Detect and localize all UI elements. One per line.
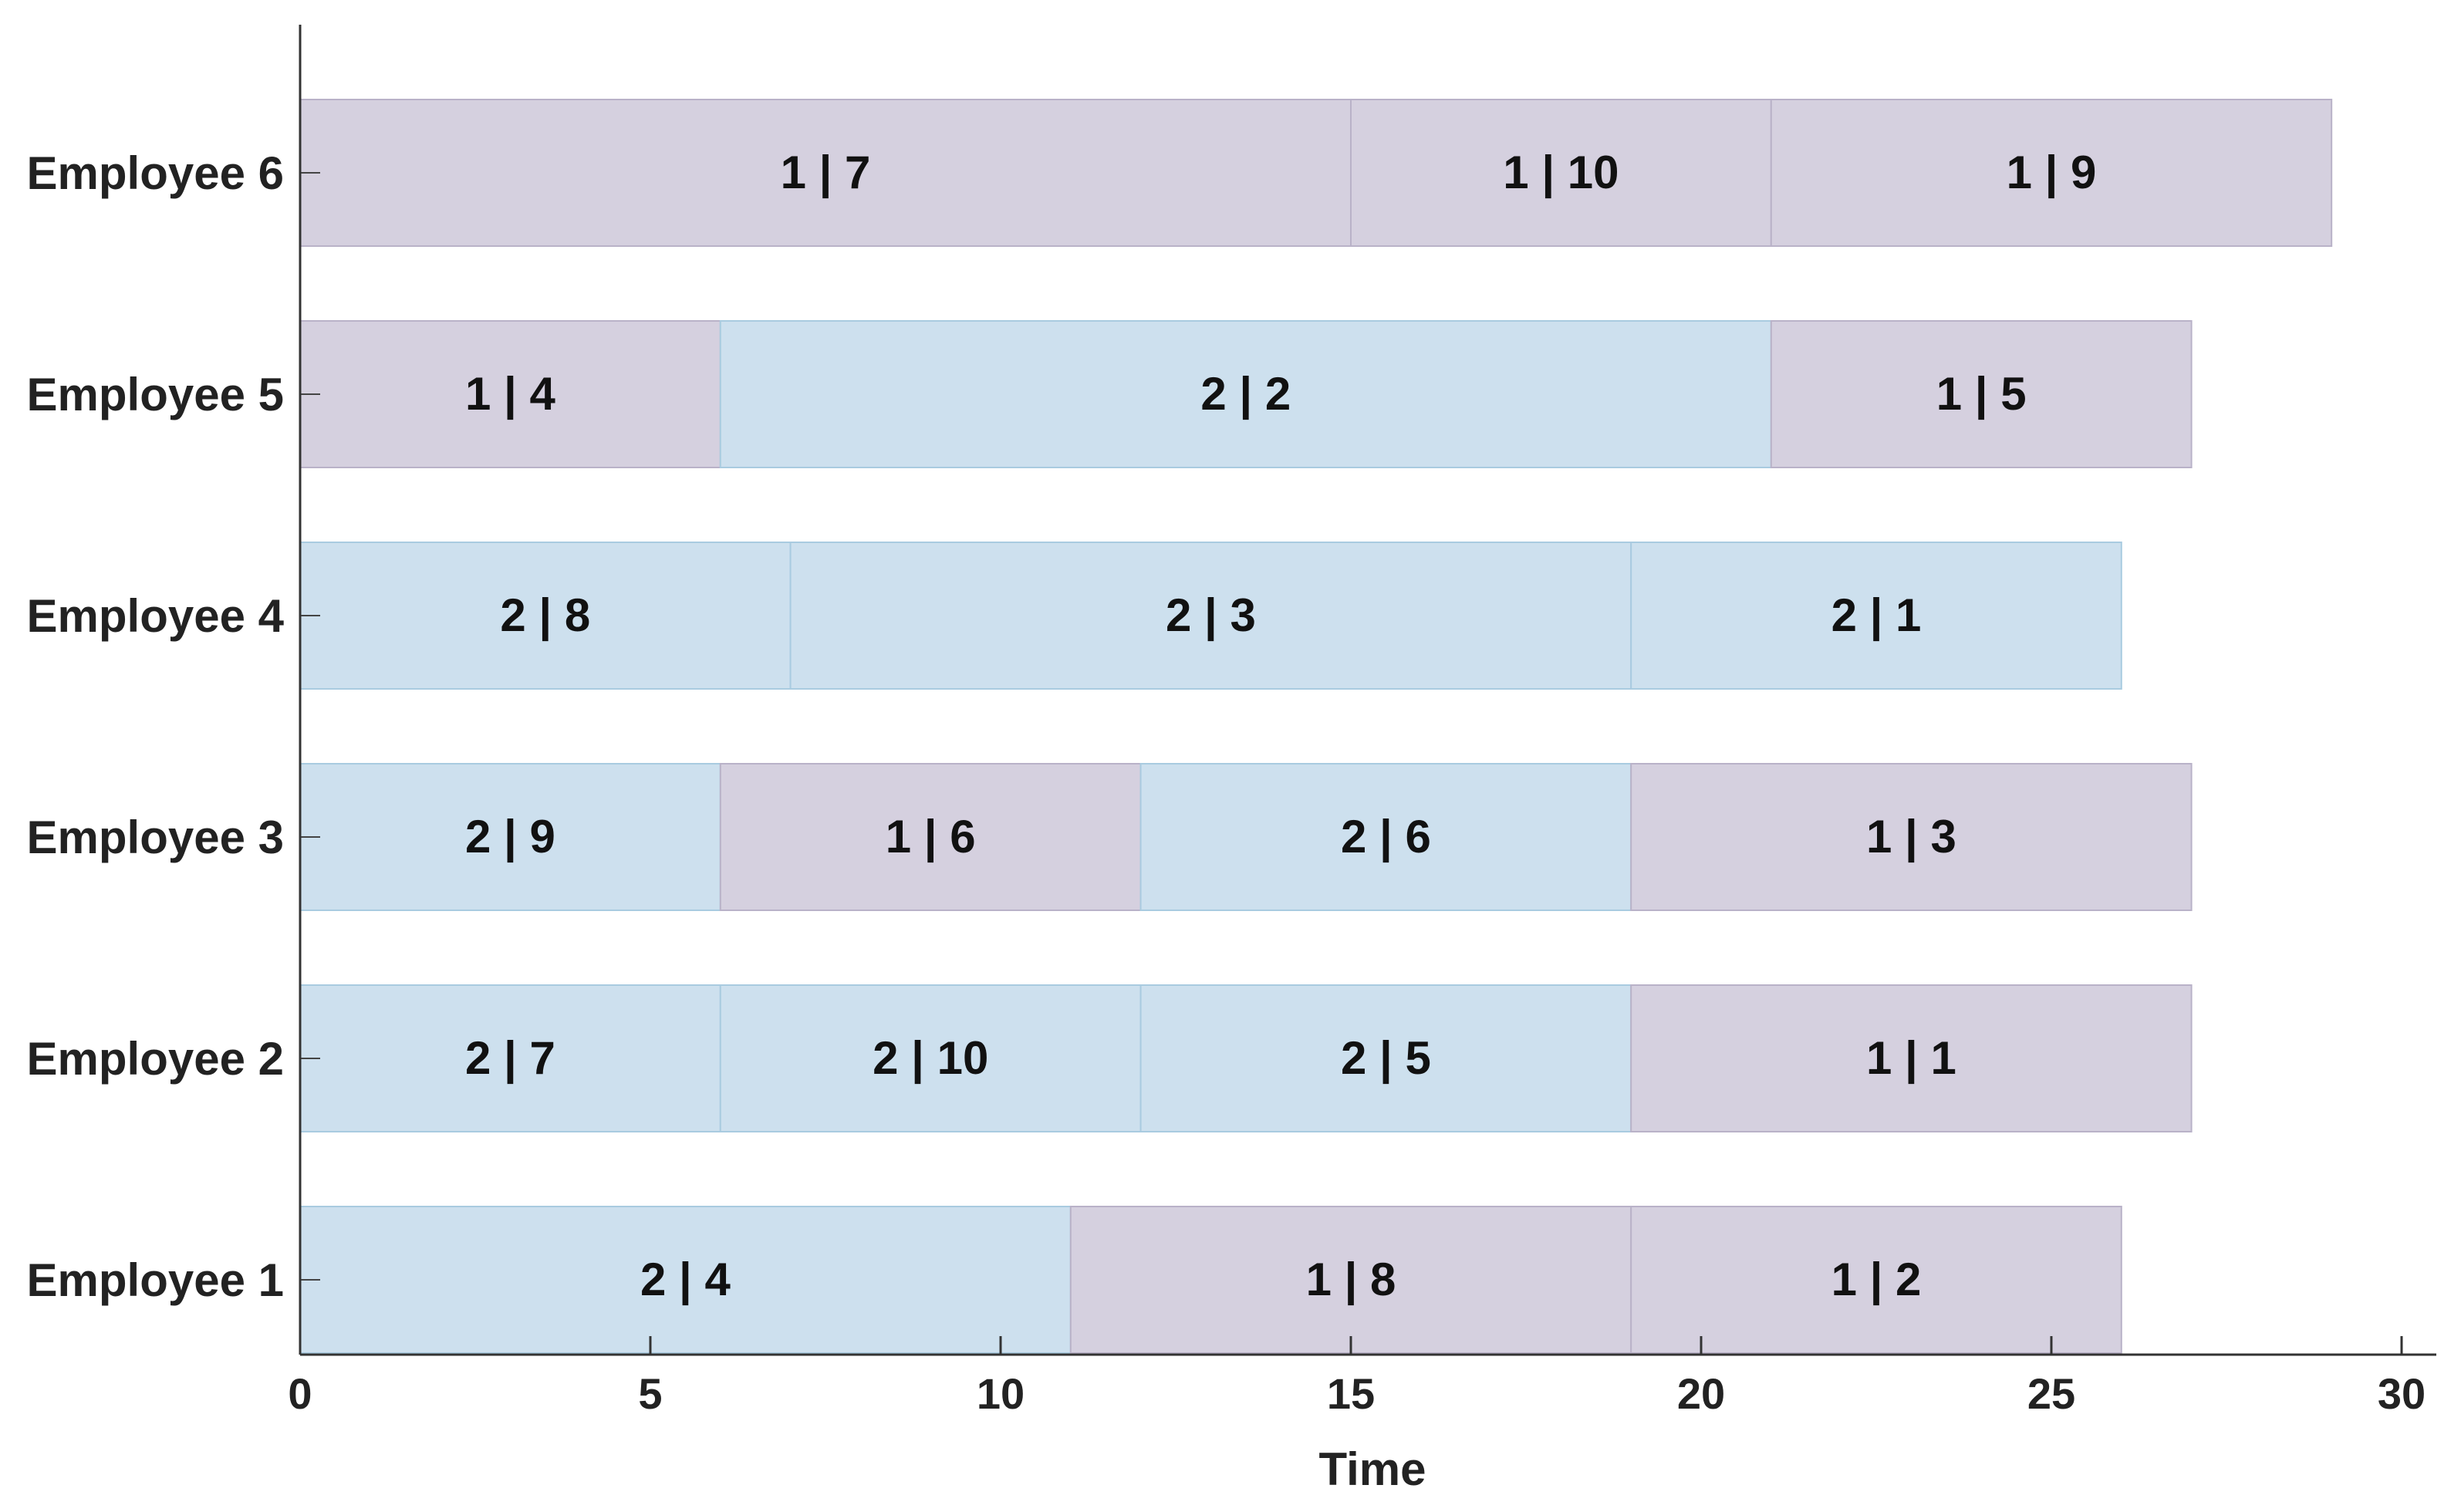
bar-label-employee-5-task-3: 1 | 5 — [1936, 368, 2027, 420]
bar-employee-5-task-2 — [719, 320, 1772, 468]
bar-labels-layer: 2 | 4 1 | 8 1 | 2 2 | 7 2 | 10 2 | 5 1 | 1 2 | … — [465, 147, 2096, 1306]
bar-employee-1-task-3 — [1630, 1206, 2122, 1354]
bar-label-employee-4-task-1: 2 | 8 — [500, 589, 590, 642]
x-tick-label-30: 30 — [2378, 1369, 2426, 1418]
y-tick-label-employee-6: Employee 6 — [27, 147, 285, 199]
bars-layer — [299, 99, 2333, 1354]
bar-label-employee-2-task-2: 2 | 10 — [873, 1032, 988, 1085]
bar-employee-2-task-4 — [1630, 984, 2193, 1132]
bar-label-employee-4-task-2: 2 | 3 — [1166, 589, 1256, 642]
x-tick-label-25: 25 — [2027, 1369, 2075, 1418]
bar-label-employee-1-task-3: 1 | 2 — [1831, 1254, 1922, 1306]
bar-employee-1-task-1 — [299, 1206, 1072, 1354]
bar-label-employee-2-task-3: 2 | 5 — [1341, 1032, 1431, 1085]
bar-employee-4-task-2 — [789, 542, 1632, 690]
bar-employee-3-task-3 — [1139, 763, 1632, 911]
bar-employee-2-task-1 — [299, 984, 721, 1132]
x-tick-label-5: 5 — [638, 1369, 662, 1418]
bar-label-employee-2-task-4: 1 | 1 — [1866, 1032, 1956, 1085]
bar-employee-4-task-1 — [299, 542, 792, 690]
x-tick-label-10: 10 — [977, 1369, 1025, 1418]
bar-label-employee-4-task-3: 2 | 1 — [1831, 589, 1922, 642]
bar-label-employee-5-task-2: 2 | 2 — [1200, 368, 1291, 420]
y-tick-label-employee-4: Employee 4 — [27, 590, 285, 642]
x-tick-label-0: 0 — [288, 1369, 312, 1418]
bar-label-employee-6-task-3: 1 | 9 — [2007, 147, 2097, 199]
bar-employee-1-task-2 — [1069, 1206, 1632, 1354]
bar-employee-3-task-1 — [299, 763, 721, 911]
bar-employee-5-task-1 — [299, 320, 721, 468]
bar-employee-3-task-4 — [1630, 763, 2193, 911]
x-tick-label-15: 15 — [1327, 1369, 1375, 1418]
bar-label-employee-3-task-3: 2 | 6 — [1341, 811, 1431, 863]
bar-employee-2-task-2 — [719, 984, 1142, 1132]
bar-label-employee-3-task-1: 2 | 9 — [465, 811, 555, 863]
bar-label-employee-6-task-2: 1 | 10 — [1503, 147, 1619, 199]
y-tick-label-employee-5: Employee 5 — [27, 369, 285, 420]
bar-label-employee-1-task-1: 2 | 4 — [640, 1254, 731, 1306]
y-tick-label-employee-1: Employee 1 — [27, 1254, 285, 1306]
bar-employee-2-task-3 — [1139, 984, 1632, 1132]
axes-layer: Employee 1 Employee 2 Employee 3 Employee 4… — [27, 25, 2436, 1418]
bar-label-employee-6-task-1: 1 | 7 — [781, 147, 871, 199]
x-axis-title: Time — [1319, 1443, 1426, 1495]
x-tick-label-20: 20 — [1677, 1369, 1725, 1418]
bar-employee-6-task-3 — [1770, 99, 2333, 247]
y-tick-label-employee-2: Employee 2 — [27, 1033, 285, 1085]
bar-label-employee-5-task-1: 1 | 4 — [465, 368, 555, 420]
bar-employee-3-task-2 — [719, 763, 1142, 911]
y-tick-label-employee-3: Employee 3 — [27, 812, 285, 863]
bar-label-employee-3-task-2: 1 | 6 — [886, 811, 976, 863]
bar-employee-6-task-1 — [299, 99, 1352, 247]
bar-label-employee-3-task-4: 1 | 3 — [1866, 811, 1956, 863]
bar-employee-5-task-3 — [1770, 320, 2193, 468]
bar-label-employee-2-task-1: 2 | 7 — [465, 1032, 555, 1085]
bar-employee-6-task-2 — [1350, 99, 1772, 247]
bar-label-employee-1-task-2: 1 | 8 — [1306, 1254, 1396, 1306]
bar-employee-4-task-3 — [1630, 542, 2122, 690]
